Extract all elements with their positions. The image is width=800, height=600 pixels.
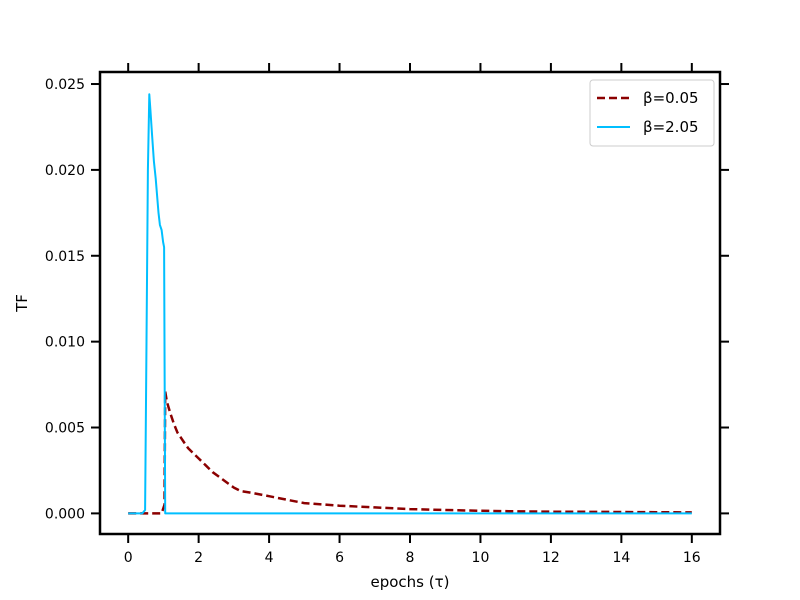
y-tick-label: 0.020 [45, 163, 85, 179]
x-tick-label: 8 [406, 550, 415, 566]
y-tick-label: 0.010 [45, 335, 85, 351]
x-tick-label: 16 [683, 550, 701, 566]
legend-label-beta-0.05: β=0.05 [643, 89, 699, 107]
y-tick-label: 0.015 [45, 249, 85, 265]
x-tick-label: 10 [472, 550, 490, 566]
y-tick-label: 0.005 [45, 421, 85, 437]
y-axis-label: TF [13, 294, 31, 313]
x-tick-label: 2 [194, 550, 203, 566]
x-tick-label: 14 [612, 550, 630, 566]
series-line-0 [128, 390, 692, 515]
y-tick-label: 0.000 [45, 506, 85, 522]
x-tick-label: 12 [542, 550, 560, 566]
ticks-layer: 0 2 4 6 8 10 12 14 16 0.000 0.005 0.010 0.015 0.020 0.… [45, 63, 729, 566]
x-tick-label: 6 [335, 550, 344, 566]
legend-label-beta-2.05: β=2.05 [643, 118, 699, 136]
x-tick-label: 0 [124, 550, 133, 566]
y-tick-label: 0.025 [45, 77, 85, 93]
legend-box [589, 79, 715, 147]
legend: β=0.05 β=2.05 [589, 79, 715, 147]
x-tick-label: 4 [265, 550, 274, 566]
x-axis-label: epochs (τ) [371, 573, 450, 591]
series-line-1 [128, 93, 692, 515]
plot-data-layer [128, 93, 692, 515]
